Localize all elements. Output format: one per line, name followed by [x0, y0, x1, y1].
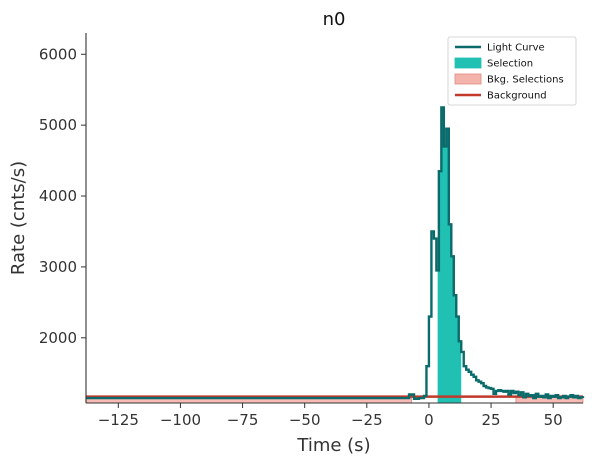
x-tick-label: 25 [482, 411, 501, 429]
x-axis-label: Time (s) [296, 435, 370, 456]
y-tick-label: 2000 [39, 329, 77, 347]
legend-swatch-1 [454, 57, 482, 69]
y-tick-label: 4000 [39, 187, 77, 205]
legend-swatch-2 [454, 73, 482, 85]
x-tick-label: −125 [98, 411, 139, 429]
source-selection [437, 107, 462, 403]
x-tick-label: 0 [424, 411, 434, 429]
plot-area [85, 106, 585, 404]
x-tick-label: 50 [544, 411, 563, 429]
chart-title: n0 [323, 9, 346, 30]
y-tick-label: 3000 [39, 258, 77, 276]
ticks: −125 −100 −75 −50 −25 0 25 50 2000 3000 4000 5000 60… [39, 45, 563, 429]
legend: Light Curve Selection Bkg. Selections Backg… [447, 36, 577, 106]
y-tick-label: 5000 [39, 116, 77, 134]
y-axis-label: Rate (cnts/s) [8, 161, 29, 275]
legend-label-2: Bkg. Selections [487, 75, 564, 86]
axes [85, 33, 583, 404]
legend-frame [447, 36, 577, 106]
x-tick-label: −50 [289, 411, 321, 429]
x-tick-label: −25 [351, 411, 383, 429]
legend-label-3: Background [487, 91, 547, 102]
legend-label-0: Light Curve [487, 43, 545, 54]
light-curve-line [86, 106, 585, 400]
y-tick-label: 6000 [39, 45, 77, 63]
x-tick-label: −75 [227, 411, 259, 429]
x-tick-label: −100 [160, 411, 201, 429]
legend-label-1: Selection [487, 59, 533, 70]
